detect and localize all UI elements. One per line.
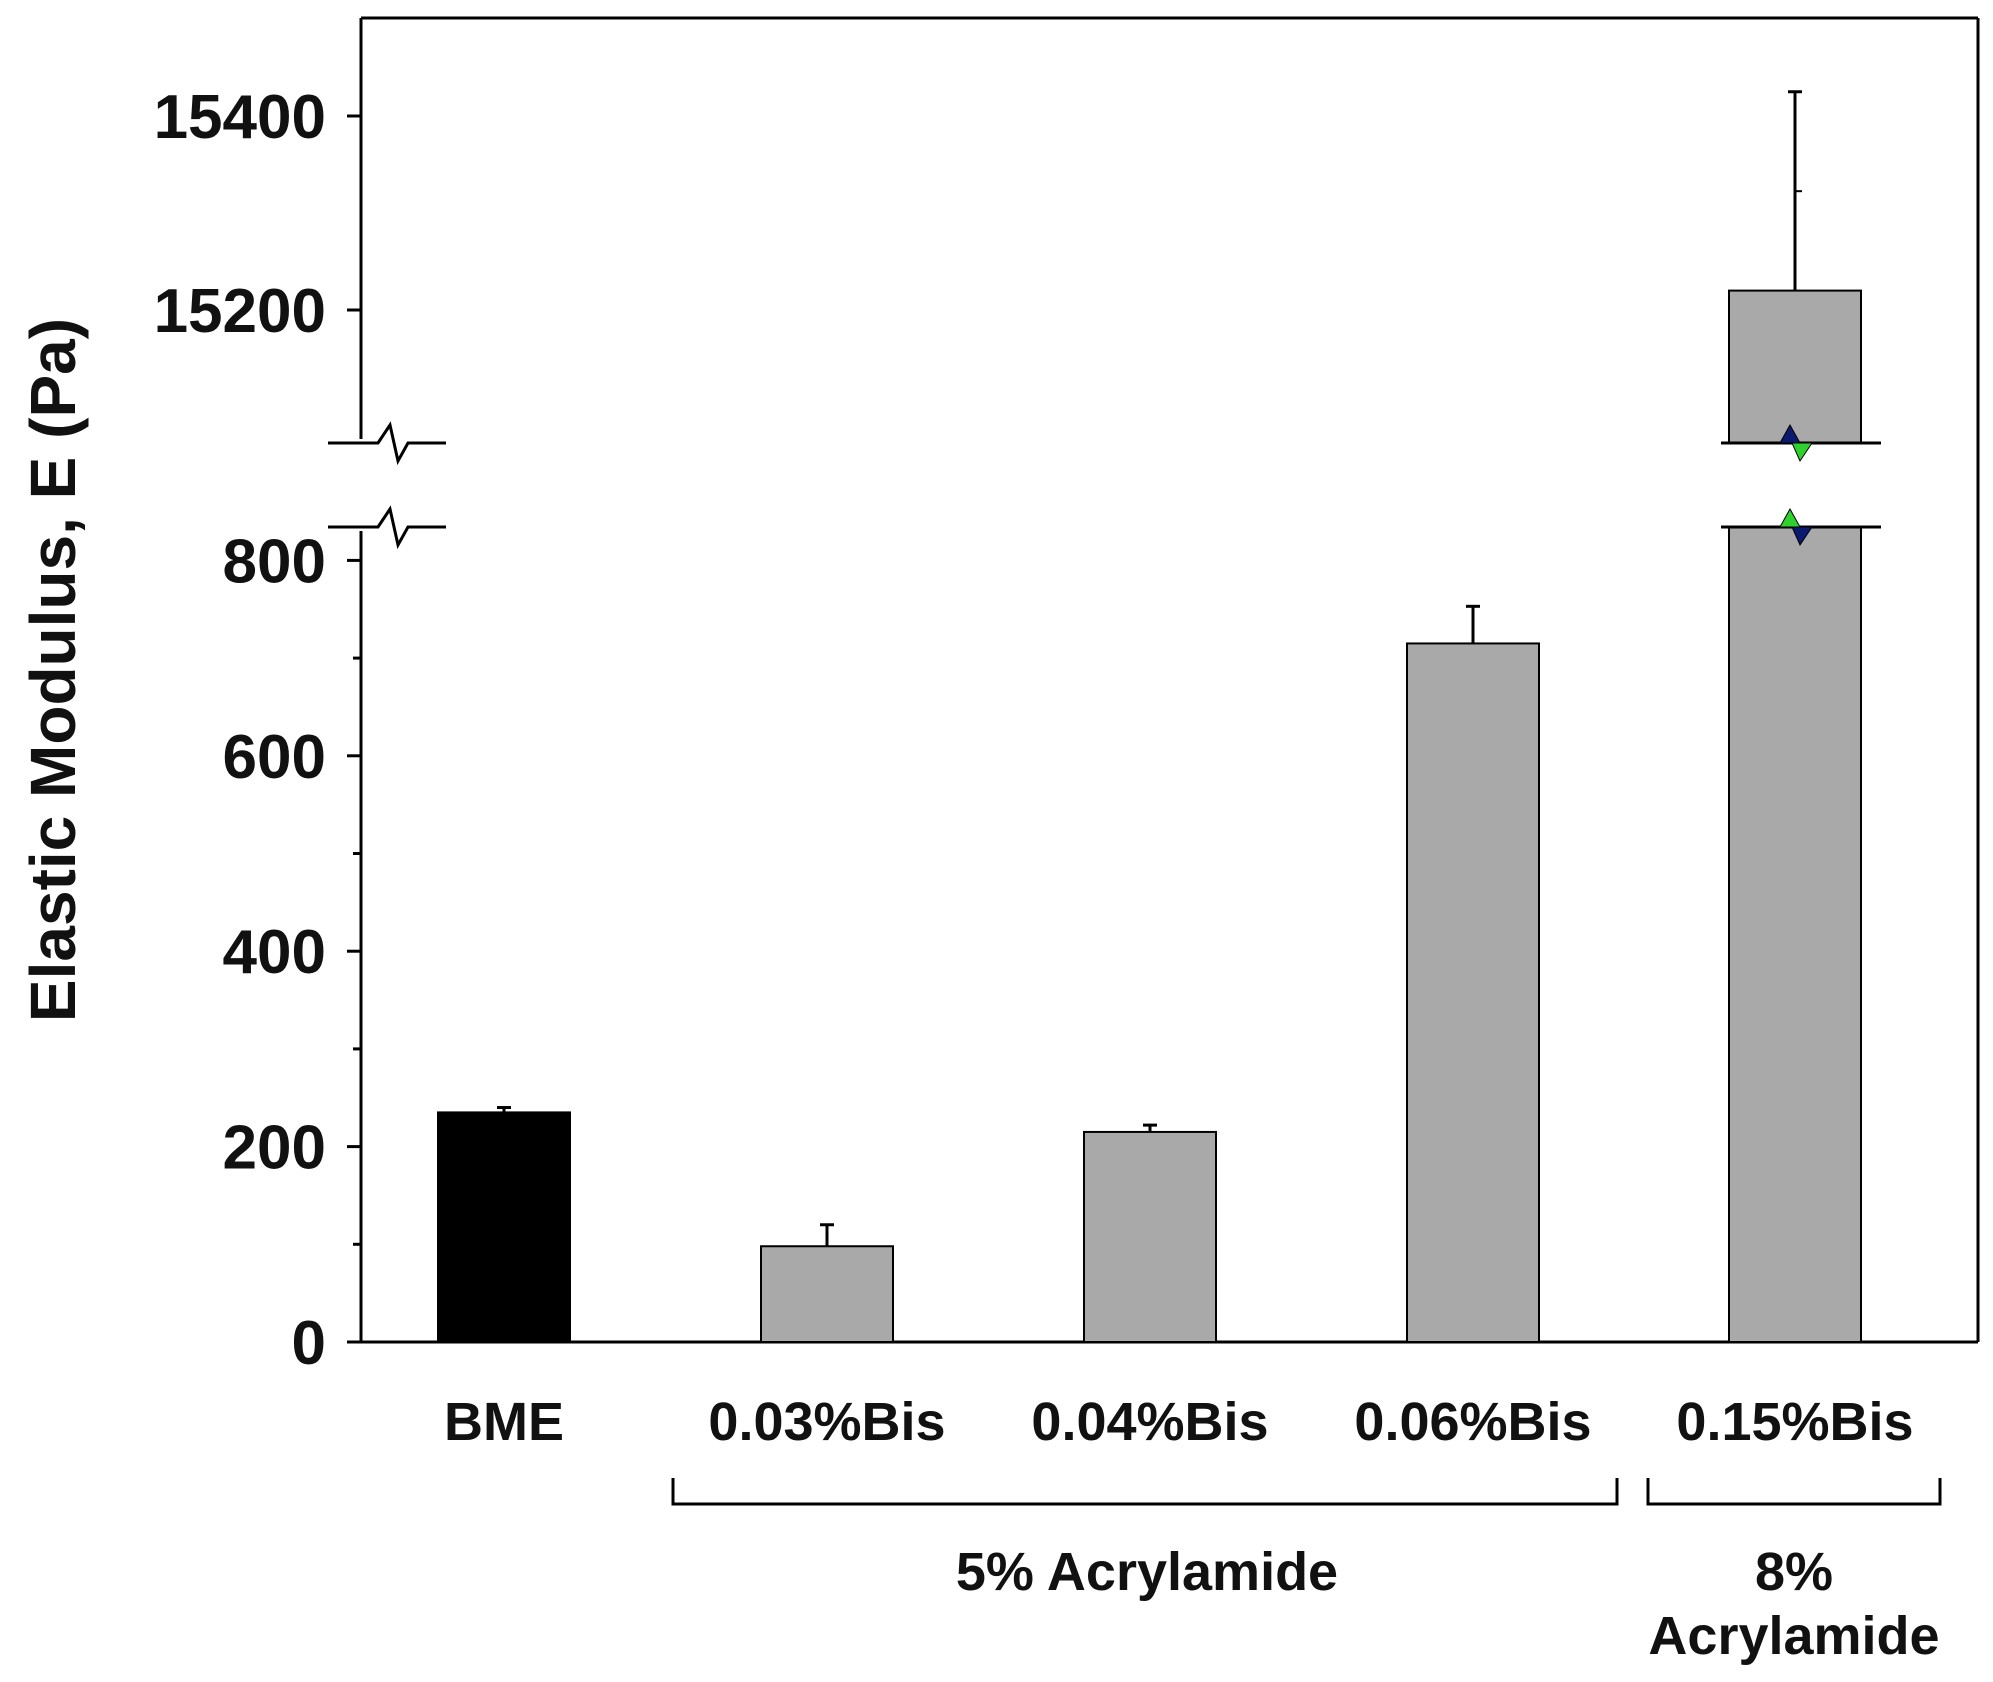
bar	[1406, 642, 1540, 1343]
group-label: Acrylamide	[1648, 1606, 1939, 1666]
group-brackets: 5% Acrylamide 8%Acrylamide	[671, 1478, 1942, 1666]
bar-upper-segment	[1728, 289, 1862, 444]
group-bracket	[671, 1478, 1619, 1506]
break-marker	[1779, 507, 1801, 528]
y-ticks: 0 200 400 600 800 15200 15400	[154, 83, 361, 1378]
group-label: 8%	[1755, 1542, 1833, 1602]
x-tick-label: 0.15%Bis	[1676, 1392, 1913, 1452]
bar	[1083, 1130, 1217, 1343]
group-label: 5% Acrylamide	[956, 1542, 1338, 1602]
bar	[437, 1111, 571, 1344]
break-marker	[1791, 442, 1813, 463]
y-tick-label: 0	[292, 1309, 326, 1378]
y-tick-label: 800	[223, 527, 326, 596]
y-tick-label: 15400	[154, 83, 326, 152]
axis-break-upper	[328, 421, 446, 466]
axis-break-lower	[328, 505, 446, 550]
group-bracket	[1646, 1478, 1942, 1506]
break-marker	[1779, 423, 1801, 444]
y-axis-title: Elastic Modulus, E (Pa)	[17, 318, 89, 1022]
y-tick-label: 200	[223, 1114, 326, 1183]
y-tick-label: 600	[223, 723, 326, 792]
bar-lower-segment	[1728, 526, 1862, 1343]
x-tick-labels: BME 0.03%Bis 0.04%Bis 0.06%Bis 0.15%Bis	[444, 1392, 1914, 1452]
x-tick-label: 0.06%Bis	[1354, 1392, 1591, 1452]
break-marker	[1791, 526, 1813, 547]
x-tick-label: BME	[444, 1392, 564, 1452]
x-tick-label: 0.03%Bis	[708, 1392, 945, 1452]
y-tick-label: 15200	[154, 277, 326, 346]
bar	[760, 1245, 894, 1344]
y-tick-label: 400	[223, 918, 326, 987]
x-tick-label: 0.04%Bis	[1031, 1392, 1268, 1452]
bars	[437, 90, 1881, 1344]
